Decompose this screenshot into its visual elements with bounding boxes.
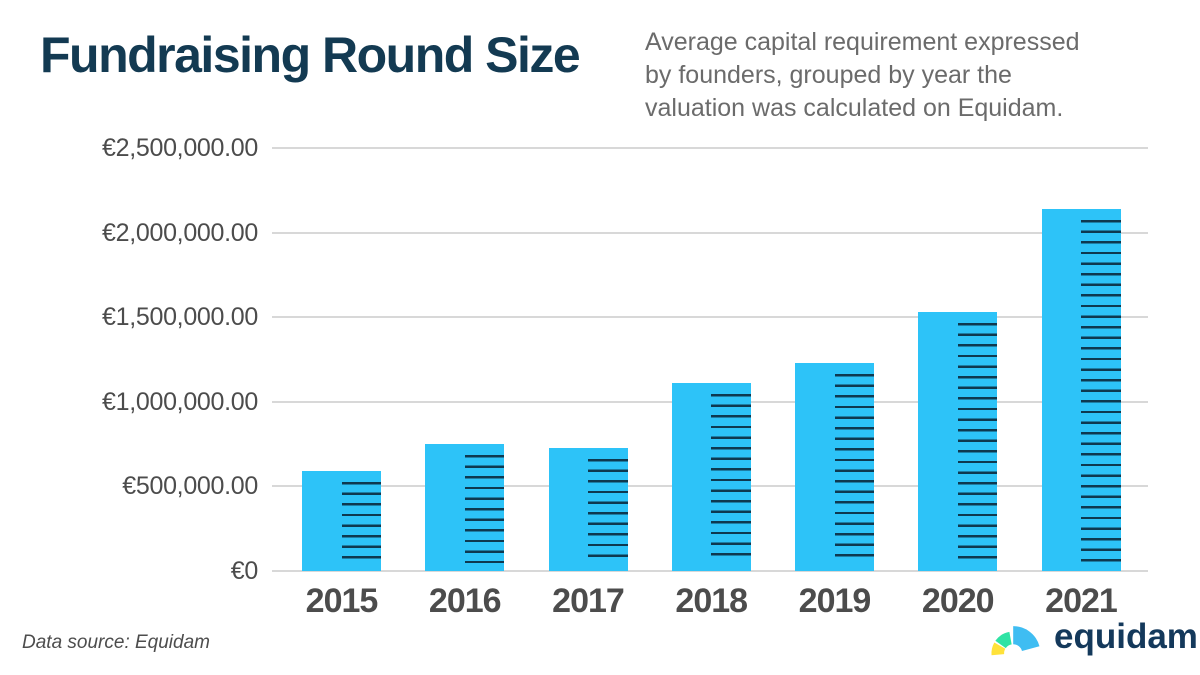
bar xyxy=(548,448,628,571)
chart-subtitle-line: by founders, grouped by year the xyxy=(645,61,1012,89)
y-gridline xyxy=(272,147,1148,149)
y-tick-label: €2,500,000.00 xyxy=(102,134,258,162)
x-tick-label: 2016 xyxy=(428,582,502,620)
equidam-logo-icon xyxy=(991,626,1040,656)
y-gridline xyxy=(272,231,1148,234)
bar-stripe-pattern xyxy=(588,459,628,563)
bar-stripe-pattern xyxy=(1081,219,1121,563)
equidam-logo: equidam xyxy=(986,612,1198,662)
bar xyxy=(1041,208,1121,571)
x-tick-label: 2018 xyxy=(675,582,748,620)
bar-stripe-pattern xyxy=(711,394,751,563)
y-tick-label: €1,000,000.00 xyxy=(102,387,258,416)
equidam-wordmark: equidam xyxy=(1054,617,1198,656)
x-tick-label: 2021 xyxy=(1045,582,1118,620)
bar xyxy=(302,471,381,571)
chart-subtitle-line: Average capital requirement expressed xyxy=(645,28,1080,56)
chart-subtitle: Average capital requirement expressed by… xyxy=(645,26,1185,125)
data-source-note: Data source: Equidam xyxy=(22,632,210,653)
chart-subtitle-line: valuation was calculated on Equidam. xyxy=(645,94,1064,122)
x-tick-label: 2020 xyxy=(921,582,995,620)
x-tick-label: 2015 xyxy=(305,582,379,620)
x-tick-label: 2019 xyxy=(798,582,872,620)
y-tick-label: €1,500,000.00 xyxy=(102,303,258,332)
bar xyxy=(425,444,505,571)
page-title: Fundraising Round Size xyxy=(40,27,581,83)
x-tick-label: 2017 xyxy=(552,582,625,620)
y-gridline xyxy=(272,316,1148,319)
bar xyxy=(918,312,998,571)
y-tick-label: €500,000.00 xyxy=(122,472,258,501)
bar-stripe-pattern xyxy=(464,455,505,563)
bar xyxy=(795,362,874,571)
bar-stripe-pattern xyxy=(957,323,998,563)
y-tick-label: €2,000,000.00 xyxy=(102,218,258,247)
bar-stripe-pattern xyxy=(341,482,381,563)
y-gridline xyxy=(272,570,1148,572)
bar-stripe-pattern xyxy=(834,373,874,563)
y-tick-label: €0 xyxy=(230,557,259,585)
bar xyxy=(671,383,751,571)
